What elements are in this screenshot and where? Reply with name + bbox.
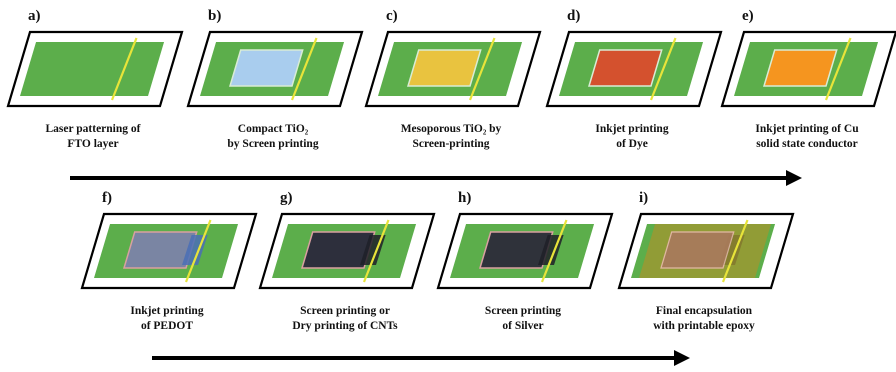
step-caption-line: Final encapsulation [656, 305, 753, 317]
step-caption-line: with printable epoxy [653, 320, 755, 332]
laser-etch-line [468, 37, 496, 101]
step-g: g) Screen printing or Dry printing of CNTs [258, 190, 436, 332]
step-caption-line: FTO layer [67, 138, 118, 150]
step-letter: d) [567, 8, 580, 24]
step-caption-line: Inkjet printing of Cu [755, 123, 859, 135]
step-caption-line: Mesoporous TiO₂ by [401, 123, 502, 135]
layer-cu-conductor [762, 49, 838, 87]
arrow-head [674, 350, 690, 366]
step-caption-line: Laser patterning of [46, 123, 141, 135]
arrow-head [786, 170, 802, 186]
step-caption-line: Inkjet printing [595, 123, 668, 135]
step-letter: a) [28, 8, 41, 24]
step-caption-line: of PEDOT [141, 320, 193, 332]
step-caption-line: Dry printing of CNTs [292, 320, 398, 332]
step-f: f) Inkjet printing of PEDOT [80, 190, 258, 332]
laser-etch-line [362, 219, 390, 283]
step-letter: i) [639, 190, 648, 206]
step-caption-line: Screen printing or [300, 305, 390, 317]
laser-etch-line [290, 37, 318, 101]
layer-silver [478, 231, 554, 269]
layer-cnt [300, 231, 376, 269]
step-letter: f) [102, 190, 112, 206]
step-a: a) Laser patterning of FTO layer [6, 8, 184, 150]
step-caption-line: Compact TiO₂ [238, 123, 309, 135]
step-caption-line: by Screen printing [227, 138, 318, 150]
step-caption-line: of Silver [502, 320, 543, 332]
laser-etch-line [184, 219, 212, 283]
step-i: i) Final encapsulation with printable epox… [617, 190, 795, 332]
laser-etch-line [824, 37, 852, 101]
laser-etch-line [540, 219, 568, 283]
laser-etch-line [110, 37, 138, 101]
step-caption-line: Inkjet printing [130, 305, 203, 317]
step-letter: c) [386, 8, 398, 24]
step-c: c) Mesoporous TiO₂ by Screen-printing [364, 8, 542, 150]
process-arrow-top [70, 170, 802, 186]
step-caption-line: of Dye [616, 138, 648, 150]
step-letter: g) [280, 190, 293, 206]
encapsulated-cell-area [660, 231, 735, 269]
step-caption-line: Screen printing [485, 305, 561, 317]
step-e: e) Inkjet printing of Cu solid state condu… [720, 8, 896, 150]
step-letter: e) [742, 8, 754, 24]
laser-etch-line [721, 219, 749, 283]
fto-substrate [20, 42, 165, 96]
process-arrow-bottom [152, 350, 690, 366]
layer-mesoporous-tio2 [406, 49, 482, 87]
layer-compact-tio2 [228, 49, 304, 87]
layer-dye [587, 49, 663, 87]
step-letter: h) [458, 190, 471, 206]
step-caption-line: solid state conductor [756, 138, 858, 150]
step-b: b) Compact TiO₂ by Screen printing [186, 8, 364, 150]
laser-etch-line [649, 37, 677, 101]
layer-pedot [122, 231, 198, 269]
step-letter: b) [208, 8, 221, 24]
step-d: d) Inkjet printing of Dye [545, 8, 723, 150]
step-h: h) Screen printing of Silver [436, 190, 614, 332]
step-caption-line: Screen-printing [412, 138, 489, 150]
